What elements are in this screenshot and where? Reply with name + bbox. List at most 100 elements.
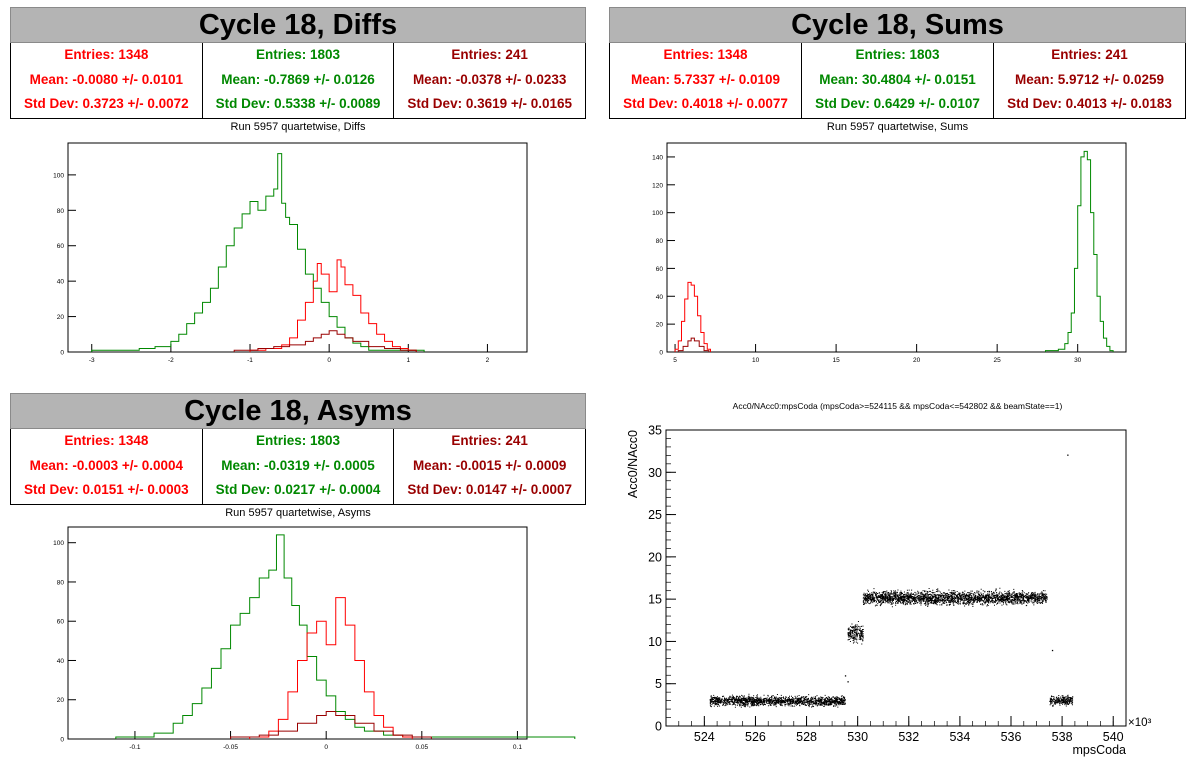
y-tick-label: 40 xyxy=(57,279,65,286)
sums-series-3 xyxy=(677,337,710,352)
sums-stats-col-1: Entries: 1348 Mean: 5.7337 +/- 0.0109 St… xyxy=(610,43,801,118)
stat-stddev: Std Dev: 0.4018 +/- 0.0077 xyxy=(623,96,788,111)
y-tick-label: 0 xyxy=(659,350,663,357)
y-axis-label: Acc0/NAcc0 xyxy=(626,430,640,498)
x-tick-label: 1 xyxy=(406,357,410,364)
x-tick-label: 0 xyxy=(327,357,331,364)
y-tick-label: 60 xyxy=(57,243,65,250)
x-tick-label: 532 xyxy=(898,730,919,744)
x-tick-label: 536 xyxy=(1001,730,1022,744)
x-tick-label: 530 xyxy=(847,730,868,744)
x-tick-label: 30 xyxy=(1074,357,1082,364)
scatter-cluster xyxy=(847,620,864,645)
x-tick-label: 528 xyxy=(796,730,817,744)
stat-entries: Entries: 1348 xyxy=(663,47,748,62)
stat-stddev: Std Dev: 0.3619 +/- 0.0165 xyxy=(407,96,573,111)
asyms-subtitle: Run 5957 quartetwise, Asyms xyxy=(225,507,371,519)
stat-stddev: Std Dev: 0.0217 +/- 0.0004 xyxy=(215,482,381,497)
y-tick-label: 25 xyxy=(648,508,662,522)
scatter-cluster xyxy=(862,587,1048,608)
asyms-stats-col-1: Entries: 1348 Mean: -0.0003 +/- 0.0004 S… xyxy=(11,429,202,504)
stat-entries: Entries: 1803 xyxy=(255,433,341,448)
plot-frame xyxy=(665,429,1127,727)
stat-entries: Entries: 241 xyxy=(451,433,528,448)
y-tick-label: 20 xyxy=(57,697,65,704)
stat-entries: Entries: 1348 xyxy=(64,433,149,448)
asyms-stats-col-2: Entries: 1803 Mean: -0.0319 +/- 0.0005 S… xyxy=(201,429,394,504)
y-tick-label: 60 xyxy=(57,619,65,626)
asyms-series-1 xyxy=(115,534,576,739)
stat-mean: Mean: -0.0015 +/- 0.0009 xyxy=(412,457,567,473)
x-tick-label: 534 xyxy=(949,730,970,744)
x-tick-label: 526 xyxy=(745,730,766,744)
sums-stats-box: Entries: 1348 Mean: 5.7337 +/- 0.0109 St… xyxy=(609,43,1186,119)
x-tick-label: 0.05 xyxy=(415,744,428,751)
y-tick-label: 0 xyxy=(60,350,64,357)
x-tick-label: 15 xyxy=(832,357,840,364)
y-tick-label: 35 xyxy=(648,424,662,438)
x-tick-label: -2 xyxy=(168,357,174,364)
x-tick-label: 538 xyxy=(1052,730,1073,744)
scatter-title: Acc0/NAcc0:mpsCoda (mpsCoda>=524115 && m… xyxy=(732,401,1063,411)
y-tick-label: 80 xyxy=(57,208,65,215)
plot-frame xyxy=(666,142,1127,353)
scatter-point xyxy=(1051,649,1054,652)
x-tick-label: 0.1 xyxy=(513,744,522,751)
y-tick-label: 100 xyxy=(652,210,663,217)
y-tick-label: 40 xyxy=(57,658,65,665)
diffs-stats-col-1: Entries: 1348 Mean: -0.0080 +/- 0.0101 S… xyxy=(11,43,202,118)
stat-mean: Mean: -0.0080 +/- 0.0101 xyxy=(29,71,184,87)
sums-stats-col-3: Entries: 241 Mean: 5.9712 +/- 0.0259 Std… xyxy=(993,43,1185,118)
y-tick-label: 100 xyxy=(53,540,64,547)
diffs-title: Cycle 18, Diffs xyxy=(10,7,586,43)
stat-mean: Mean: 30.4804 +/- 0.0151 xyxy=(819,71,976,87)
diffs-series-1 xyxy=(91,153,425,352)
asyms-title: Cycle 18, Asyms xyxy=(10,393,586,429)
sums-plot: 0 20 40 60 80 100 120 140 5 10 15 20 25 30 xyxy=(652,142,1127,364)
plot-frame xyxy=(67,142,528,353)
y-tick-label: 20 xyxy=(648,550,662,564)
stat-stddev: Std Dev: 0.5338 +/- 0.0089 xyxy=(215,96,381,111)
y-tick-label: 20 xyxy=(57,314,65,321)
asyms-plot: 0 20 40 60 80 100 -0.1 -0.05 0 0.05 0.1 xyxy=(53,526,576,751)
y-tick-label: 30 xyxy=(648,466,662,480)
stat-stddev: Std Dev: 0.6429 +/- 0.0107 xyxy=(815,96,980,111)
diffs-series-2 xyxy=(249,259,417,352)
stat-stddev: Std Dev: 0.3723 +/- 0.0072 xyxy=(23,96,189,111)
stat-entries: Entries: 1803 xyxy=(255,47,341,62)
scatter-cluster xyxy=(1049,694,1074,707)
stat-mean: Mean: 5.7337 +/- 0.0109 xyxy=(631,71,780,87)
stat-stddev: Std Dev: 0.0147 +/- 0.0007 xyxy=(407,482,573,497)
sums-series-2 xyxy=(674,281,711,352)
diffs-stats-col-3: Entries: 241 Mean: -0.0378 +/- 0.0233 St… xyxy=(393,43,585,118)
y-tick-label: 140 xyxy=(652,154,663,161)
x-tick-label: -0.1 xyxy=(129,744,141,751)
x-tick-label: 524 xyxy=(694,730,715,744)
x-axis-label: mpsCoda xyxy=(1073,743,1127,757)
y-tick-label: 20 xyxy=(656,322,664,329)
x-tick-label: -0.05 xyxy=(223,744,238,751)
diffs-plot: 0 20 40 60 80 100 -3 -2 -1 0 1 2 xyxy=(53,142,528,364)
y-tick-label: 0 xyxy=(655,720,662,734)
scatter-cluster xyxy=(709,693,846,708)
stat-entries: Entries: 241 xyxy=(451,47,528,62)
sums-stats-col-2: Entries: 1803 Mean: 30.4804 +/- 0.0151 S… xyxy=(801,43,993,118)
x-tick-label: -1 xyxy=(247,357,253,364)
asyms-series-2 xyxy=(249,597,413,739)
plot-frame xyxy=(67,526,528,740)
sums-subtitle: Run 5957 quartetwise, Sums xyxy=(826,121,969,133)
diffs-series-3 xyxy=(233,330,417,352)
x-tick-label: 20 xyxy=(913,357,921,364)
sums-series-1 xyxy=(1044,150,1114,352)
diffs-subtitle: Run 5957 quartetwise, Diffs xyxy=(230,121,366,133)
y-tick-label: 80 xyxy=(57,579,65,586)
scatter-plot: 0 5 10 15 20 25 30 35 524 526 528 530 532 534 536 538 54… xyxy=(626,424,1152,758)
stat-entries: Entries: 1803 xyxy=(855,47,940,62)
diffs-stats-box: Entries: 1348 Mean: -0.0080 +/- 0.0101 S… xyxy=(10,43,586,119)
x-tick-label: 0 xyxy=(324,744,328,751)
x-tick-label: -3 xyxy=(89,357,95,364)
y-tick-label: 100 xyxy=(53,172,64,179)
x-tick-label: 25 xyxy=(994,357,1002,364)
asyms-stats-box: Entries: 1348 Mean: -0.0003 +/- 0.0004 S… xyxy=(10,429,586,505)
y-tick-label: 60 xyxy=(656,266,664,273)
